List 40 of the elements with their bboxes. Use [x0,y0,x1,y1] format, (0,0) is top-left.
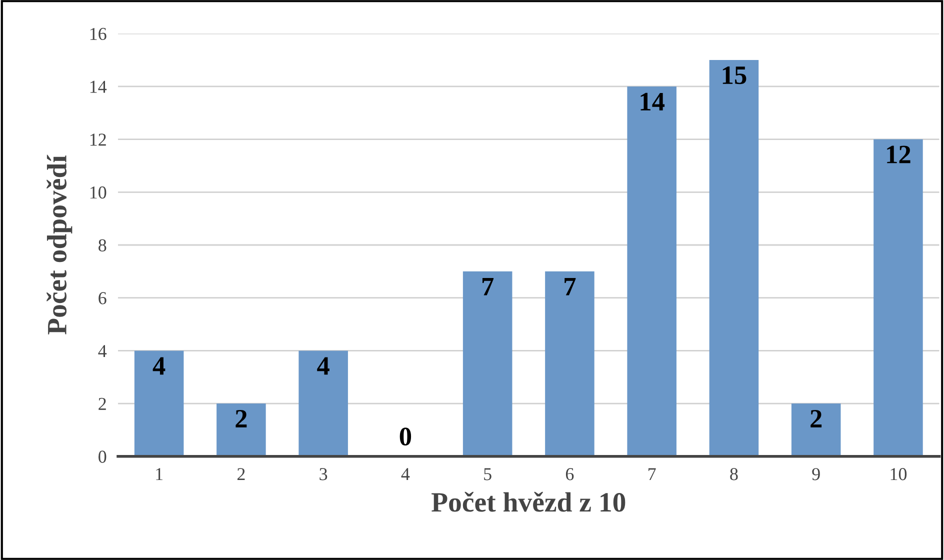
bar [709,60,759,456]
data-label: 7 [482,278,494,296]
x-tick-label: 3 [320,468,328,480]
x-axis-title: Počet hvězd z 10 [432,492,626,512]
data-label: 0 [400,428,412,446]
x-tick-label: 1 [156,468,162,480]
bar [545,271,594,456]
bar [216,404,266,456]
y-tick-label: 2 [98,398,106,410]
y-tick-label: 12 [90,134,106,146]
data-label: 4 [317,357,330,375]
y-tick-label: 6 [98,292,106,304]
bar [791,404,841,456]
x-tick-label: 6 [566,468,574,480]
y-tick-label: 16 [90,28,106,40]
x-tick-label: 4 [401,468,410,480]
data-label: 15 [722,66,746,84]
y-tick-label: 10 [90,186,106,199]
y-axis-title: Počet odpovědí [46,154,72,334]
bar [627,86,676,456]
bar [874,139,923,456]
data-label: 12 [887,146,910,164]
data-label: 2 [236,410,247,428]
bar [134,350,184,456]
x-tick-label: 10 [890,468,907,480]
x-tick-label: 5 [484,468,492,480]
y-tick-label: 14 [90,80,107,93]
data-label: 2 [810,410,822,428]
y-tick-label: 8 [98,239,106,252]
x-tick-label: 8 [730,468,738,480]
x-tick-label: 9 [812,468,820,480]
bar [298,350,348,456]
data-label: 7 [564,278,576,296]
data-label: 4 [152,357,166,375]
data-label: 14 [640,92,665,110]
x-tick-label: 7 [648,468,656,480]
bar [462,271,512,456]
y-tick-label: 4 [98,345,107,357]
y-tick-label: 0 [98,450,106,463]
x-tick-label: 2 [237,468,245,480]
